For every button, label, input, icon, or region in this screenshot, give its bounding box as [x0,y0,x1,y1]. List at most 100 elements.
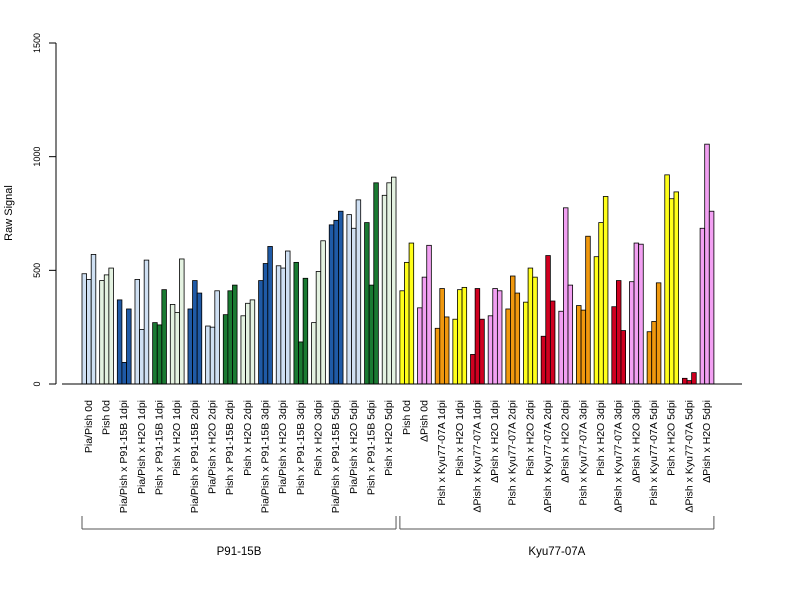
bar [399,290,405,385]
bar [364,222,370,385]
y-tick-label: 1000 [32,147,42,167]
y-axis: 0 500 1000 1500 [32,33,57,387]
x-tick-label: Pia/Pish 0d [83,400,95,453]
x-tick-label: Pia/Pish x H2O 5dpi [348,400,360,494]
bar [439,288,445,385]
x-tick-label: Pish x Kyu77-07A 2dpi [507,400,519,506]
x-tick-label: Pia/Pish x P91-15B 1dpi [118,400,130,513]
bar [99,280,105,385]
x-tick-label: Pish x H2O 3dpi [595,400,607,476]
bar [240,315,246,385]
x-tick-label: Pish x H2O 1dpi [454,400,466,476]
x-tick-label: Pish x P91-15B 1dpi [154,400,166,495]
bar [192,280,198,385]
bar [576,305,582,385]
x-tick-label: ΔPish x H2O 5dpi [701,400,713,483]
bar [558,310,564,385]
bar [629,281,635,385]
x-tick-label: ΔPish x Kyu77-07A 1dpi [471,400,483,513]
bar [699,227,706,385]
bar [315,271,322,385]
x-tick-label: ΔPish x H2O 3dpi [630,400,642,483]
x-tick-label: Pia/Pish x P91-15B 3dpi [260,400,272,513]
bar [651,321,657,385]
x-tick-label: Pish x H2O 2dpi [524,400,536,476]
bar [686,380,693,385]
bar [545,255,551,385]
bar [227,290,233,385]
bar [386,182,392,385]
bar [275,265,282,385]
bar [351,227,357,385]
bar [103,274,110,385]
bar [302,277,309,385]
x-tick-label: Pish 0d [101,400,113,435]
bar [267,246,273,385]
bar [668,198,675,385]
bar [86,279,92,385]
x-tick-label: Pish x P91-15B 3dpi [295,400,307,495]
bar [205,325,211,385]
bar [443,316,450,385]
x-tick-label: Pia/Pish x P91-15B 2dpi [189,400,201,513]
bar [461,286,468,385]
x-tick-label: ΔPish x Kyu77-07A 3dpi [613,400,625,513]
bar [708,210,715,385]
bar [523,301,529,385]
bar [152,322,158,385]
bar [457,289,463,385]
bar [245,302,251,385]
bar [139,329,145,385]
bar [492,288,498,385]
bar [222,314,229,385]
bar [404,261,410,385]
bar [434,327,441,385]
bar [121,362,127,385]
x-tick-label: Pia/Pish x P91-15B 5dpi [330,400,342,513]
bar [408,242,415,385]
bar [134,279,140,385]
bar [633,242,640,385]
bar [179,258,185,385]
bar [580,309,587,385]
bar [328,224,335,385]
bar [262,263,269,385]
bar [373,182,379,385]
bar [585,235,591,385]
bar [479,318,485,385]
bar [214,290,220,385]
bar [116,299,123,385]
bar [258,280,264,385]
bars [81,143,715,385]
bar [187,308,193,385]
bar [593,256,600,385]
y-tick-label: 500 [32,263,42,278]
bar [452,318,458,385]
bar [540,335,547,385]
bar [391,176,397,385]
bar [655,282,662,385]
bar [161,289,167,385]
bar [417,307,423,385]
bar [368,284,375,385]
x-tick-labels: Pia/Pish 0d Pish 0d Pia/Pish x P91-15B 1dp… [83,400,713,513]
bar [691,372,697,385]
x-tick-label: ΔPish 0d [418,400,430,442]
x-tick-label: Pish x H2O 5dpi [666,400,678,476]
y-tick-label: 0 [32,381,42,386]
bar [196,292,203,385]
x-tick-label: ΔPish x Kyu77-07A 2dpi [542,400,554,513]
bar [532,276,538,385]
x-tick-label: Pish x P91-15B 2dpi [224,400,236,495]
bar [616,280,622,385]
bar [280,267,286,385]
bar [298,341,304,385]
bar [81,273,87,385]
bar [426,244,432,385]
bar [682,377,688,385]
y-axis-label: Raw Signal [3,185,15,241]
bar [496,290,503,385]
bar [169,304,176,385]
bar [126,308,132,385]
